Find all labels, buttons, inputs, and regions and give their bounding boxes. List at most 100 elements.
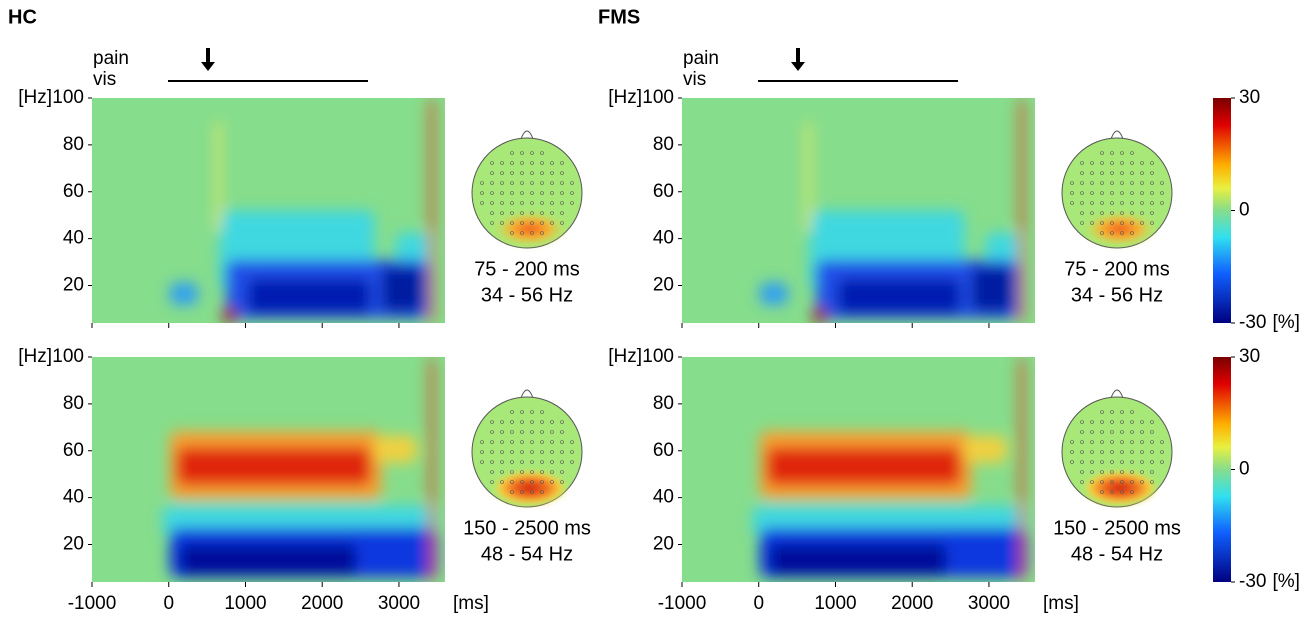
heatmap-region: [429, 98, 435, 323]
electrode: [1090, 171, 1094, 175]
electrode: [1110, 161, 1114, 165]
electrode: [1090, 420, 1094, 424]
electrode: [1130, 490, 1134, 494]
electrode: [1150, 201, 1154, 205]
electrode: [500, 430, 504, 434]
electrode: [520, 420, 524, 424]
x-axis-label: [ms]: [1043, 593, 1079, 614]
heatmap-field: [759, 98, 1025, 323]
electrode: [1080, 480, 1084, 484]
head-nose: [1110, 389, 1124, 399]
electrode: [1080, 430, 1084, 434]
electrode: [570, 440, 574, 444]
electrode: [1150, 161, 1154, 165]
colorbar-unit: [%]: [1272, 312, 1299, 333]
electrode: [1130, 470, 1134, 474]
electrode: [490, 181, 494, 185]
electrode: [530, 420, 534, 424]
electrode: [1140, 450, 1144, 454]
y-tick-label: 80: [63, 393, 84, 414]
heatmap-region: [381, 266, 424, 312]
electrode: [510, 181, 514, 185]
electrode: [520, 151, 524, 155]
electrode: [540, 410, 544, 414]
electrode: [530, 151, 534, 155]
electrode: [1130, 420, 1134, 424]
electrode: [1150, 460, 1154, 464]
electrode: [530, 201, 534, 205]
electrode: [1130, 161, 1134, 165]
x-tick-label: -1000: [658, 593, 707, 614]
electrode: [1080, 470, 1084, 474]
electrode: [500, 191, 504, 195]
arrow-head: [791, 62, 805, 71]
y-tick-label: 80: [653, 393, 674, 414]
electrode: [490, 420, 494, 424]
electrode: [1130, 450, 1134, 454]
y-tick-label: 100: [642, 87, 674, 108]
x-tick-label: 0: [753, 593, 764, 614]
y-tick-label: 60: [653, 181, 674, 202]
electrode: [1070, 450, 1074, 454]
heatmap-field: [162, 357, 438, 582]
y-tick-label: 20: [63, 534, 84, 555]
y-axis-label: [Hz]: [608, 87, 642, 108]
electrode: [480, 450, 484, 454]
heatmap-region: [169, 282, 198, 305]
y-tick-label: 40: [653, 228, 674, 249]
heatmap-field: [752, 357, 1028, 582]
electrode: [520, 211, 524, 215]
heatmap: [92, 357, 445, 582]
heatmap-region: [805, 120, 811, 233]
electrode: [490, 430, 494, 434]
topo-activation: [492, 211, 568, 247]
electrode: [1120, 191, 1124, 195]
heatmap-field: [169, 98, 435, 323]
electrode: [1090, 181, 1094, 185]
electrode: [540, 171, 544, 175]
electrode: [1120, 450, 1124, 454]
colorbar-tick-label: -30: [1239, 571, 1266, 592]
electrode: [1080, 201, 1084, 205]
heatmap-region: [180, 543, 357, 576]
electrode: [1110, 191, 1114, 195]
electrode: [560, 470, 564, 474]
heatmap-region: [176, 447, 371, 486]
electrode: [510, 410, 514, 414]
electrode: [1090, 430, 1094, 434]
heatmap-region: [770, 543, 947, 576]
electrode: [1100, 161, 1104, 165]
electrode: [1120, 420, 1124, 424]
electrode: [550, 191, 554, 195]
electrode: [1140, 470, 1144, 474]
electrode: [510, 490, 514, 494]
electrode: [520, 470, 524, 474]
electrode: [1110, 450, 1114, 454]
y-tick-label: 20: [63, 275, 84, 296]
electrode: [1090, 470, 1094, 474]
electrode: [490, 161, 494, 165]
electrode: [1090, 211, 1094, 215]
electrode: [480, 181, 484, 185]
heatmap: [682, 357, 1035, 582]
electrode: [1110, 410, 1114, 414]
heatmap-region: [759, 282, 788, 305]
electrode: [500, 211, 504, 215]
colorbar: [1213, 357, 1231, 582]
electrode: [1160, 460, 1164, 464]
x-tick-label: 1000: [224, 593, 266, 614]
y-tick-label: 60: [63, 440, 84, 461]
electrode: [570, 191, 574, 195]
electrode: [1150, 211, 1154, 215]
electrode: [520, 191, 524, 195]
electrode: [530, 430, 534, 434]
electrode: [1080, 181, 1084, 185]
electrode: [1070, 440, 1074, 444]
electrode: [490, 460, 494, 464]
head-nose: [520, 389, 534, 399]
electrode: [1110, 201, 1114, 205]
electrode: [1080, 191, 1084, 195]
electrode: [560, 430, 564, 434]
x-tick-label: 1000: [814, 593, 856, 614]
heatmap: [92, 98, 445, 323]
